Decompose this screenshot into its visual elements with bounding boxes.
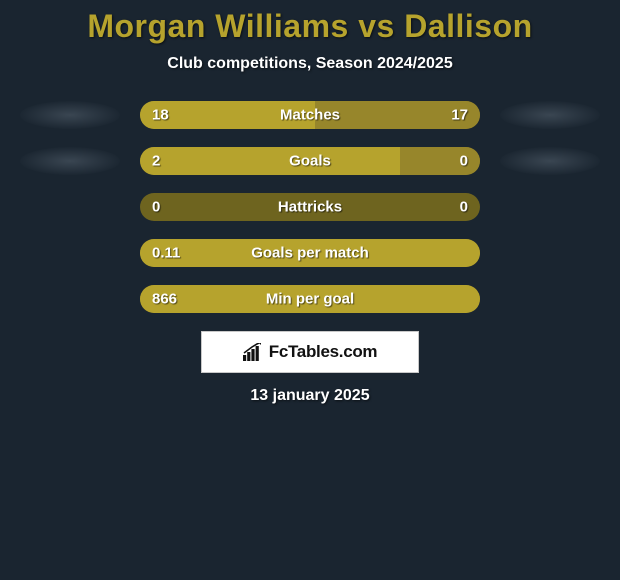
date: 13 january 2025 (0, 387, 620, 405)
stat-row: 0.11 Goals per match (0, 239, 620, 267)
stat-bar: 866 Min per goal (140, 285, 480, 313)
stat-right-value: 0 (460, 153, 468, 170)
stat-row: 866 Min per goal (0, 285, 620, 313)
stat-bar: 18 17 Matches (140, 101, 480, 129)
title-player2: Dallison (404, 8, 532, 44)
logo-box: FcTables.com (201, 331, 419, 373)
player2-shadow (500, 101, 600, 129)
stat-bar: 2 0 Goals (140, 147, 480, 175)
player1-shadow (20, 101, 120, 129)
stat-bar: 0.11 Goals per match (140, 239, 480, 267)
stat-label: Goals (289, 153, 331, 170)
stat-row: 0 0 Hattricks (0, 193, 620, 221)
logo-text: FcTables.com (269, 342, 378, 362)
stat-left-value: 866 (152, 291, 177, 308)
stat-right-value: 0 (460, 199, 468, 216)
title-vs: vs (358, 8, 395, 44)
stat-left-value: 0.11 (152, 245, 180, 262)
stat-bar: 0 0 Hattricks (140, 193, 480, 221)
bar-left-fill (140, 147, 400, 175)
stat-label: Min per goal (266, 291, 354, 308)
stat-left-value: 0 (152, 199, 160, 216)
subtitle: Club competitions, Season 2024/2025 (0, 55, 620, 73)
stats-list: 18 17 Matches 2 0 Goals 0 0 Hattricks 0.11 Goals p… (0, 101, 620, 313)
chart-icon (243, 343, 263, 361)
stat-label: Goals per match (251, 245, 369, 262)
stat-right-value: 17 (451, 107, 468, 124)
player1-shadow (20, 147, 120, 175)
title-player1: Morgan Williams (87, 8, 348, 44)
stat-row: 2 0 Goals (0, 147, 620, 175)
stat-label: Hattricks (278, 199, 342, 216)
player2-shadow (500, 147, 600, 175)
stat-left-value: 18 (152, 107, 169, 124)
bar-right-fill (400, 147, 480, 175)
stat-label: Matches (280, 107, 340, 124)
stat-left-value: 2 (152, 153, 160, 170)
stat-row: 18 17 Matches (0, 101, 620, 129)
page-title: Morgan Williams vs Dallison (0, 8, 620, 45)
